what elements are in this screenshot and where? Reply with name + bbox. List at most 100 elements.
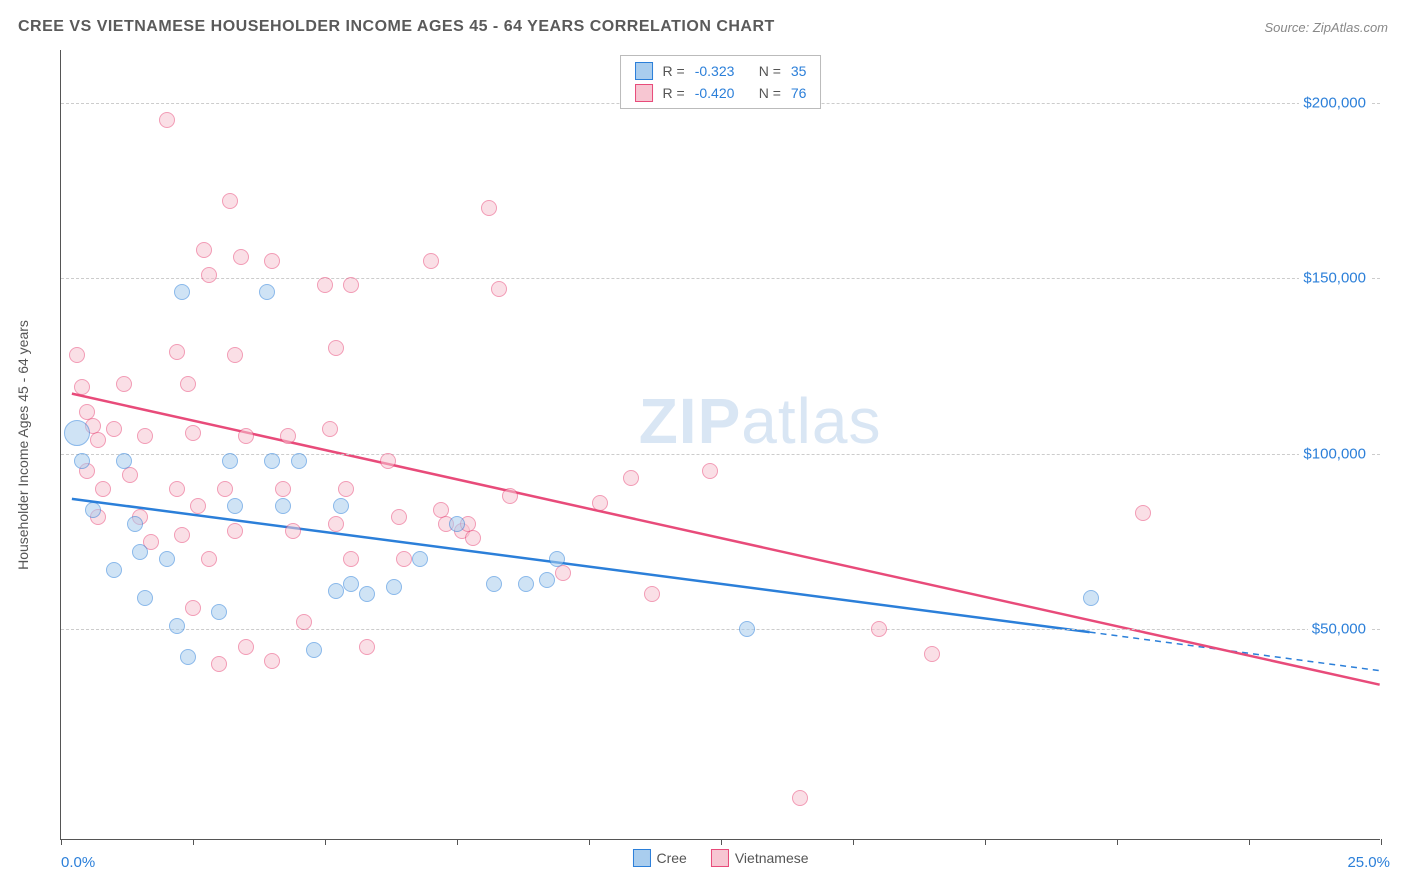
data-point bbox=[792, 790, 808, 806]
y-axis-title: Householder Income Ages 45 - 64 years bbox=[15, 320, 31, 570]
data-point bbox=[343, 277, 359, 293]
data-point bbox=[343, 551, 359, 567]
plot-area: Householder Income Ages 45 - 64 years ZI… bbox=[60, 50, 1380, 840]
legend-series-item: Vietnamese bbox=[711, 849, 809, 867]
data-point bbox=[1135, 505, 1151, 521]
data-point bbox=[592, 495, 608, 511]
legend-series: Cree Vietnamese bbox=[632, 849, 808, 867]
x-tick bbox=[985, 839, 986, 845]
data-point bbox=[180, 376, 196, 392]
data-point bbox=[1083, 590, 1099, 606]
legend-n-label: N = bbox=[759, 85, 781, 101]
data-point bbox=[227, 523, 243, 539]
data-point bbox=[222, 193, 238, 209]
data-point bbox=[217, 481, 233, 497]
data-point bbox=[264, 253, 280, 269]
data-point bbox=[702, 463, 718, 479]
y-tick-label: $100,000 bbox=[1299, 445, 1370, 462]
trend-line-dashed bbox=[1090, 632, 1380, 671]
data-point bbox=[201, 551, 217, 567]
legend-swatch bbox=[635, 84, 653, 102]
data-point bbox=[555, 565, 571, 581]
data-point bbox=[227, 347, 243, 363]
data-point bbox=[539, 572, 555, 588]
x-tick bbox=[1249, 839, 1250, 845]
data-point bbox=[306, 642, 322, 658]
data-point bbox=[280, 428, 296, 444]
data-point bbox=[259, 284, 275, 300]
data-point bbox=[296, 614, 312, 630]
data-point bbox=[644, 586, 660, 602]
data-point bbox=[343, 576, 359, 592]
data-point bbox=[359, 639, 375, 655]
data-point bbox=[127, 516, 143, 532]
y-tick-label: $200,000 bbox=[1299, 94, 1370, 111]
watermark-light: atlas bbox=[741, 385, 881, 457]
data-point bbox=[185, 600, 201, 616]
legend-correlation-row: R =-0.420N =76 bbox=[635, 82, 807, 104]
data-point bbox=[233, 249, 249, 265]
data-point bbox=[275, 498, 291, 514]
data-point bbox=[486, 576, 502, 592]
data-point bbox=[518, 576, 534, 592]
data-point bbox=[90, 432, 106, 448]
legend-swatch bbox=[635, 62, 653, 80]
legend-series-label: Vietnamese bbox=[735, 850, 809, 866]
data-point bbox=[159, 551, 175, 567]
data-point bbox=[623, 470, 639, 486]
data-point bbox=[333, 498, 349, 514]
x-tick bbox=[325, 839, 326, 845]
data-point bbox=[132, 544, 148, 560]
data-point bbox=[180, 649, 196, 665]
gridline bbox=[61, 629, 1380, 630]
data-point bbox=[74, 379, 90, 395]
data-point bbox=[69, 347, 85, 363]
data-point bbox=[201, 267, 217, 283]
data-point bbox=[106, 421, 122, 437]
y-tick-label: $50,000 bbox=[1308, 621, 1370, 638]
header: CREE VS VIETNAMESE HOUSEHOLDER INCOME AG… bbox=[18, 18, 1388, 36]
data-point bbox=[211, 604, 227, 620]
data-point bbox=[380, 453, 396, 469]
data-point bbox=[106, 562, 122, 578]
data-point bbox=[116, 376, 132, 392]
data-point bbox=[169, 481, 185, 497]
legend-series-item: Cree bbox=[632, 849, 686, 867]
x-tick bbox=[457, 839, 458, 845]
data-point bbox=[211, 656, 227, 672]
legend-r-label: R = bbox=[663, 63, 685, 79]
data-point bbox=[412, 551, 428, 567]
legend-swatch bbox=[711, 849, 729, 867]
data-point bbox=[190, 498, 206, 514]
data-point bbox=[85, 502, 101, 518]
data-point bbox=[238, 428, 254, 444]
data-point bbox=[185, 425, 201, 441]
data-point bbox=[222, 453, 238, 469]
source-label: Source: ZipAtlas.com bbox=[1264, 20, 1388, 35]
data-point bbox=[359, 586, 375, 602]
legend-correlation-row: R =-0.323N =35 bbox=[635, 60, 807, 82]
legend-r-label: R = bbox=[663, 85, 685, 101]
data-point bbox=[159, 112, 175, 128]
data-point bbox=[328, 340, 344, 356]
data-point bbox=[449, 516, 465, 532]
data-point bbox=[423, 253, 439, 269]
gridline bbox=[61, 278, 1380, 279]
data-point bbox=[328, 516, 344, 532]
data-point bbox=[465, 530, 481, 546]
data-point bbox=[169, 618, 185, 634]
data-point bbox=[74, 453, 90, 469]
legend-r-value: -0.323 bbox=[695, 63, 749, 79]
x-axis-min-label: 0.0% bbox=[61, 854, 95, 871]
x-tick bbox=[1117, 839, 1118, 845]
gridline bbox=[61, 454, 1380, 455]
legend-n-value: 35 bbox=[791, 63, 807, 79]
data-point bbox=[491, 281, 507, 297]
data-point bbox=[116, 453, 132, 469]
data-point bbox=[739, 621, 755, 637]
data-point bbox=[328, 583, 344, 599]
data-point bbox=[122, 467, 138, 483]
data-point bbox=[275, 481, 291, 497]
x-tick bbox=[1381, 839, 1382, 845]
legend-r-value: -0.420 bbox=[695, 85, 749, 101]
